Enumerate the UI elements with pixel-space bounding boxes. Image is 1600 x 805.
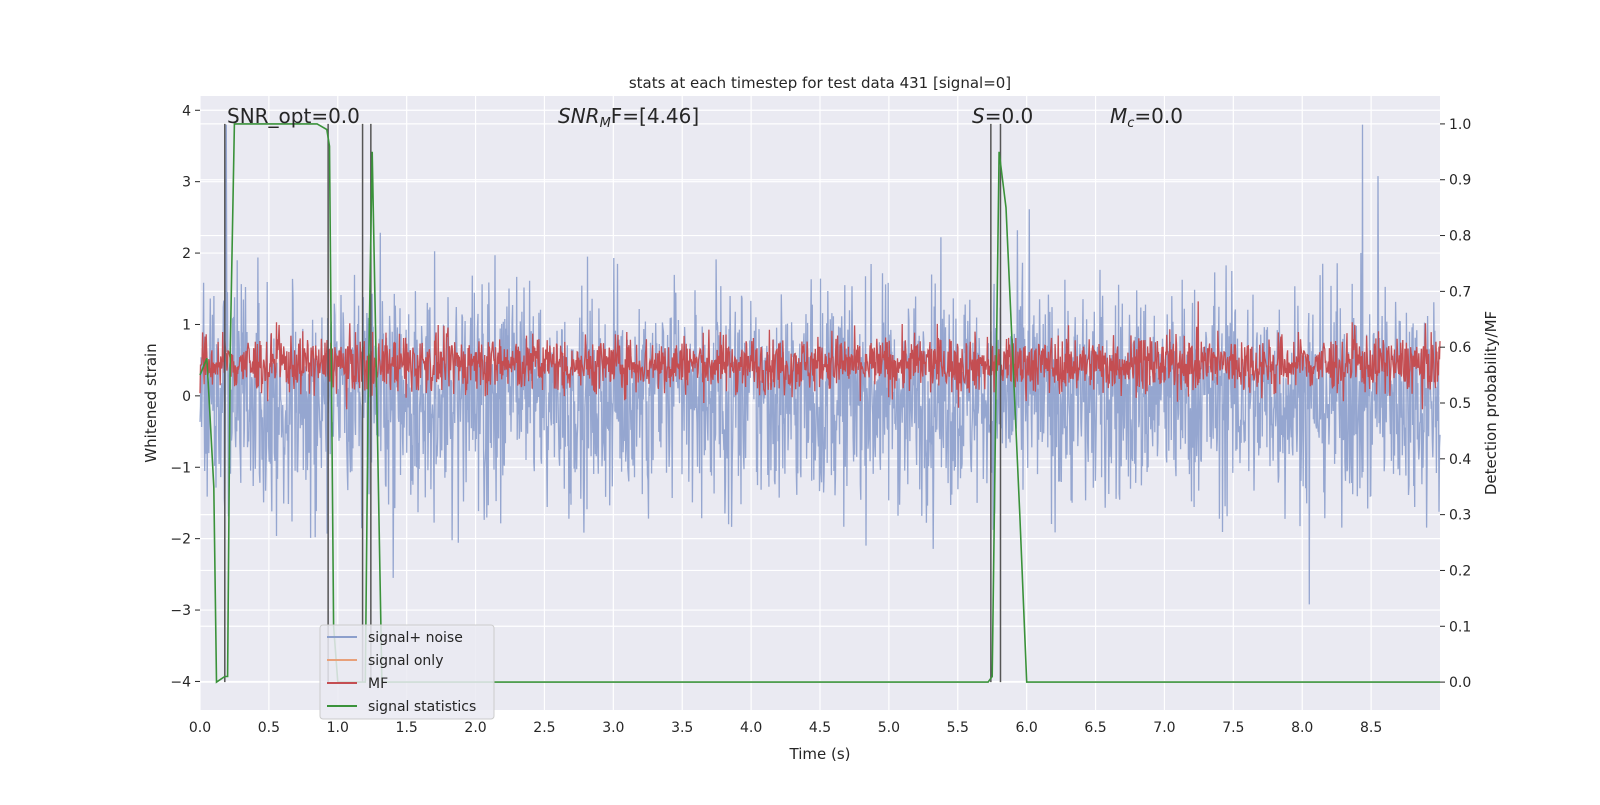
annotation-mc: Mc=0.0 — [1110, 104, 1183, 131]
y-left-tick-labels: −4 −3 −2 −1 0 1 2 3 4 — [170, 103, 200, 690]
y-right-tick-label: 0.9 — [1449, 173, 1471, 189]
y-right-tick-label: 0.0 — [1449, 675, 1471, 691]
y-left-tick-label: 4 — [182, 103, 191, 119]
legend-box — [319, 624, 495, 720]
x-axis-label: Time (s) — [789, 745, 851, 763]
x-tick-label: 4.0 — [740, 720, 762, 736]
y-right-tick-label: 0.7 — [1449, 284, 1471, 300]
series-mf — [199, 301, 1441, 410]
annotation-s: S=0.0 — [972, 104, 1033, 128]
y-axis-label-right: Detection probability/MF — [1482, 311, 1500, 495]
annotation-snr-mf: SNRMF=[4.46] — [558, 104, 699, 131]
y-right-tick-label: 1.0 — [1449, 117, 1471, 133]
x-tick-label: 3.0 — [602, 720, 624, 736]
y-right-tick-labels: 0.0 0.1 0.2 0.3 0.4 0.5 0.6 0.7 0.8 0.9 1.0 — [1440, 117, 1471, 691]
mf-line — [199, 301, 1441, 410]
x-tick-label: 2.5 — [533, 720, 555, 736]
x-tick-label: 5.5 — [947, 720, 969, 736]
x-tick-labels: 0.0 0.5 1.0 1.5 2.0 2.5 3.0 3.5 4.0 4.5 5.0 5.5 6.0 6… — [189, 720, 1382, 736]
x-tick-label: 1.5 — [396, 720, 418, 736]
y-right-tick-label: 0.1 — [1449, 619, 1471, 635]
x-tick-label: 1.0 — [327, 720, 349, 736]
y-right-tick-label: 0.6 — [1449, 340, 1471, 356]
x-tick-label: 8.0 — [1291, 720, 1313, 736]
y-left-tick-label: −2 — [170, 532, 191, 548]
y-left-tick-label: 2 — [182, 246, 191, 262]
annotation-snr-opt: SNR_opt=0.0 — [227, 104, 360, 128]
legend-label-signal-only: signal only — [368, 653, 443, 669]
y-right-tick-label: 0.3 — [1449, 508, 1471, 524]
series-signal-noise — [199, 124, 1441, 605]
x-tick-label: 2.0 — [464, 720, 486, 736]
x-tick-label: 6.0 — [1016, 720, 1038, 736]
y-left-tick-label: −4 — [170, 674, 191, 690]
chart-title: stats at each timestep for test data 431… — [629, 74, 1011, 92]
y-right-tick-label: 0.8 — [1449, 229, 1471, 245]
y-left-tick-label: −1 — [170, 460, 191, 476]
y-right-tick-label: 0.2 — [1449, 563, 1471, 579]
x-tick-label: 7.5 — [1222, 720, 1244, 736]
y-left-tick-label: −3 — [170, 603, 191, 619]
x-tick-label: 8.5 — [1360, 720, 1382, 736]
y-right-tick-label: 0.4 — [1449, 452, 1471, 468]
y-left-tick-label: 1 — [182, 317, 191, 333]
y-right-tick-label: 0.5 — [1449, 396, 1471, 412]
x-tick-label: 6.5 — [1084, 720, 1106, 736]
y-left-tick-label: 3 — [182, 175, 191, 191]
vertical-markers — [224, 123, 1002, 683]
legend: signal+ noise signal only MF signal stat… — [319, 624, 495, 720]
x-tick-label: 7.0 — [1153, 720, 1175, 736]
y-axis-label-left: Whitened strain — [142, 343, 160, 462]
x-tick-label: 4.5 — [809, 720, 831, 736]
legend-label-mf: MF — [368, 676, 388, 692]
legend-label-signal-noise: signal+ noise — [368, 630, 463, 646]
x-tick-label: 0.5 — [258, 720, 280, 736]
noise-line — [199, 124, 1441, 605]
x-tick-label: 3.5 — [671, 720, 693, 736]
legend-label-signal-statistics: signal statistics — [368, 699, 476, 715]
x-tick-label: 5.0 — [878, 720, 900, 736]
x-tick-label: 0.0 — [189, 720, 211, 736]
y-left-tick-label: 0 — [182, 389, 191, 405]
